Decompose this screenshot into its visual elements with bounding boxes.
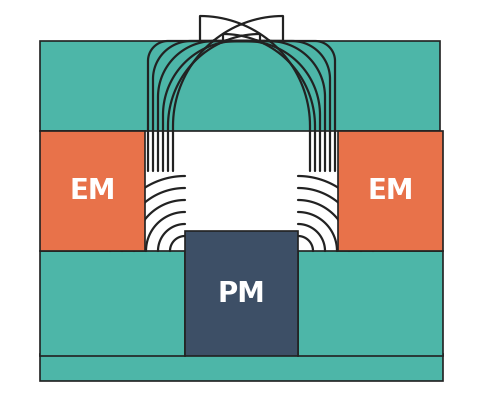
Bar (185, 231, 298, 356)
Text: EM: EM (367, 177, 414, 205)
Text: PM: PM (217, 279, 266, 307)
Bar (40, 251, 185, 356)
Bar (40, 41, 440, 131)
Bar (40, 354, 443, 381)
Text: EM: EM (69, 177, 116, 205)
Bar (338, 131, 443, 251)
Bar (40, 131, 145, 251)
Bar (298, 251, 443, 356)
